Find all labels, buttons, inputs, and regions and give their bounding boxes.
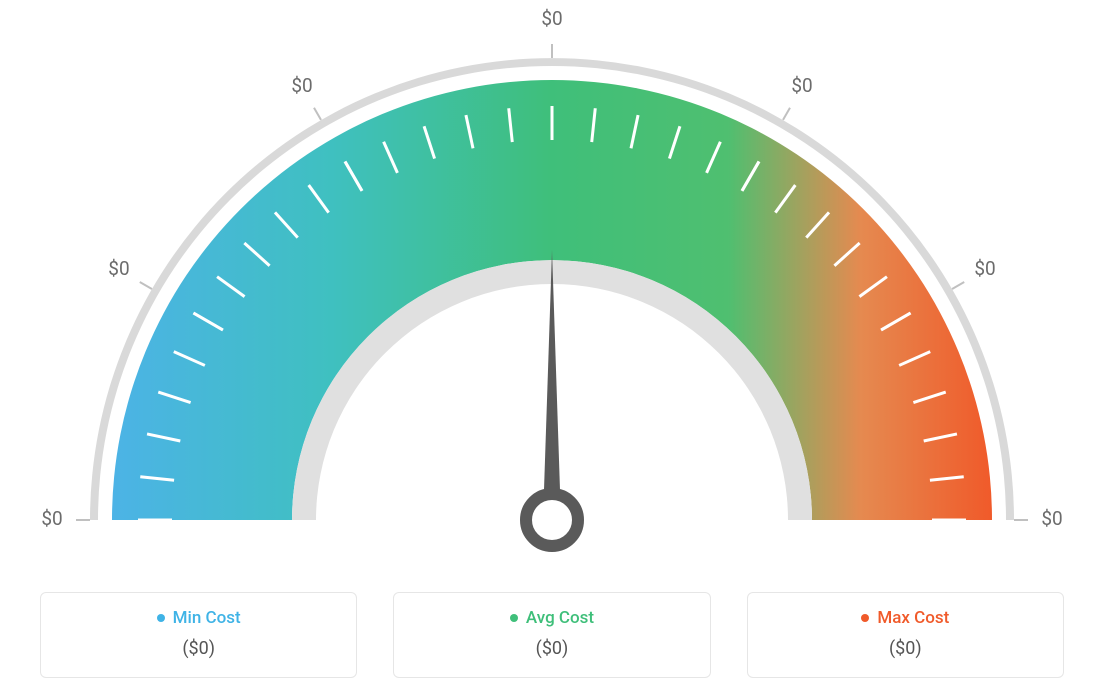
legend-value: ($0) [758,638,1053,659]
tick-label: $0 [41,507,62,530]
major-tick [314,108,321,120]
major-tick [140,282,152,289]
tick-label: $0 [291,74,312,97]
legend-row: Min Cost ($0) Avg Cost ($0) Max Cost ($0… [0,592,1104,678]
needle-hub [526,494,578,546]
tick-label: $0 [974,257,995,280]
legend-title-max: Max Cost [861,608,949,628]
legend-card-max: Max Cost ($0) [747,592,1064,678]
dot-icon [861,614,869,622]
legend-label: Avg Cost [526,608,594,628]
tick-label: $0 [791,74,812,97]
legend-value: ($0) [51,638,346,659]
legend-title-min: Min Cost [157,608,241,628]
needle [543,250,561,520]
legend-label: Max Cost [877,608,949,628]
legend-card-min: Min Cost ($0) [40,592,357,678]
legend-value: ($0) [404,638,699,659]
tick-label: $0 [1041,507,1062,530]
major-tick [783,108,790,120]
dot-icon [157,614,165,622]
major-tick [952,282,964,289]
tick-label: $0 [541,7,562,30]
dot-icon [510,614,518,622]
legend-title-avg: Avg Cost [510,608,594,628]
gauge-svg: $0 $0 $0 $0 $0 $0 $0 [22,0,1082,560]
gauge-chart: $0 $0 $0 $0 $0 $0 $0 [0,0,1104,560]
legend-label: Min Cost [173,608,241,628]
tick-label: $0 [108,257,129,280]
legend-card-avg: Avg Cost ($0) [393,592,710,678]
